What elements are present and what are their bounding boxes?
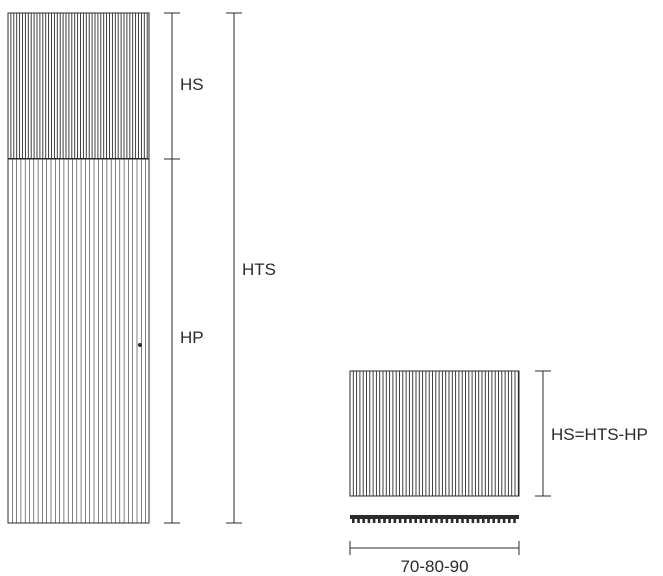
dimension-hs: HS: [164, 12, 204, 160]
tall-unit-top-outline: [7, 12, 150, 160]
plan-tooth: [398, 519, 402, 523]
plan-tooth: [450, 519, 454, 523]
dimension-width: 70-80-90: [349, 541, 520, 576]
plan-tooth: [352, 519, 355, 523]
plan-tooth: [487, 519, 490, 523]
top-unit-outline: [349, 370, 520, 497]
plan-tooth: [424, 519, 428, 523]
hs-formula-label: HS=HTS-HP: [551, 425, 648, 444]
hts-label: HTS: [242, 260, 276, 279]
plan-tooth: [414, 519, 417, 523]
width-label: 70-80-90: [400, 557, 468, 576]
plan-tooth: [492, 519, 495, 523]
plan-tooth: [461, 519, 464, 523]
plan-tooth: [476, 519, 480, 523]
hs-label: HS: [180, 75, 204, 94]
plan-tooth: [482, 519, 485, 523]
tall-unit: [7, 12, 150, 524]
dimension-hts: HTS: [226, 12, 276, 524]
hp-label: HP: [180, 328, 204, 347]
tall-unit-door-outline: [7, 158, 150, 524]
plan-tooth: [378, 519, 381, 523]
plan-view-band: [350, 515, 519, 519]
plan-tooth: [372, 519, 376, 523]
top-unit-plan-view: [350, 515, 519, 523]
plan-tooth: [445, 519, 449, 523]
tall-unit-top-panel: [7, 12, 150, 160]
plan-tooth: [435, 519, 438, 523]
dimension-hp: HP: [164, 159, 204, 524]
plan-tooth: [393, 519, 397, 523]
door-knob: [138, 343, 142, 347]
plan-tooth: [362, 519, 365, 523]
tall-unit-door-ribs: [12, 159, 146, 523]
plan-tooth: [409, 519, 412, 523]
plan-tooth: [513, 519, 516, 523]
plan-tooth: [419, 519, 423, 523]
plan-tooth: [404, 519, 407, 523]
top-unit-ribs: [352, 371, 519, 496]
plan-tooth: [471, 519, 475, 523]
dimension-hs-formula: HS=HTS-HP: [535, 370, 648, 497]
plan-tooth: [383, 519, 386, 523]
tall-unit-door-panel: [7, 158, 150, 524]
tall-unit-top-ribs: [10, 13, 148, 159]
plan-view-teeth: [352, 519, 516, 523]
plan-tooth: [440, 519, 443, 523]
plan-tooth: [430, 519, 433, 523]
plan-tooth: [367, 519, 371, 523]
plan-tooth: [497, 519, 501, 523]
plan-tooth: [456, 519, 459, 523]
plan-tooth: [388, 519, 391, 523]
plan-tooth: [466, 519, 469, 523]
plan-tooth: [502, 519, 506, 523]
top-unit: [349, 370, 520, 497]
plan-tooth: [508, 519, 511, 523]
plan-tooth: [357, 519, 360, 523]
